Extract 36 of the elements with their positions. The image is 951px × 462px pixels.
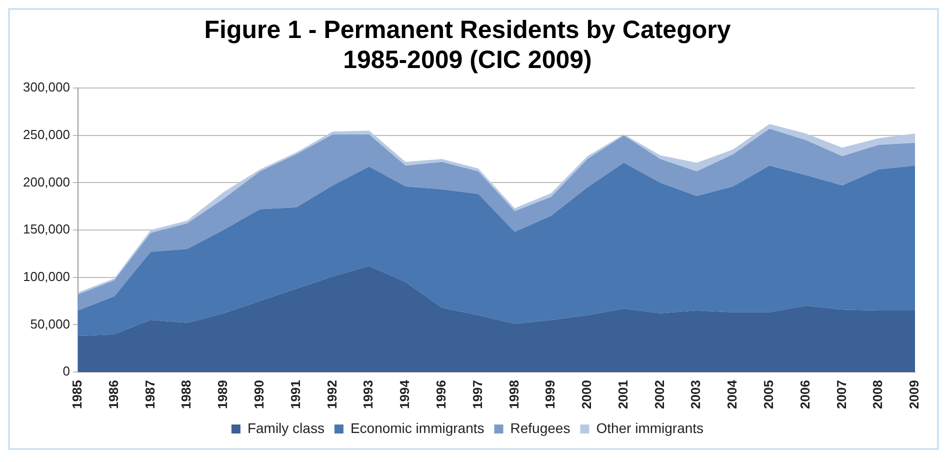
x-tick-label: 2002 [652,380,667,409]
x-tick-label: 1986 [106,380,121,409]
x-tick-label: 2000 [579,380,594,409]
chart-title: Figure 1 - Permanent Residents by Category 1985-2009 (CIC 2009) [204,16,731,74]
x-tick-label: 1985 [70,380,85,409]
x-tick-label: 1999 [542,380,558,409]
x-tick-label: 2008 [870,380,886,409]
x-tick-label: 2006 [797,380,812,409]
y-tick-label: 250,000 [22,126,70,142]
x-tick-label: 2001 [615,380,630,409]
legend-label: Other immigrants [596,420,704,436]
legend-label: Family class [247,420,324,436]
legend-label: Economic immigrants [350,420,484,436]
y-tick-label: 300,000 [22,80,70,95]
x-tick-label: 1990 [252,380,267,409]
x-tick-label: 1992 [324,380,340,409]
y-tick-label: 150,000 [22,222,70,237]
y-tick-label: 200,000 [22,174,70,190]
x-tick-label: 1993 [360,380,376,409]
y-tick-label: 100,000 [22,268,70,284]
x-tick-label: 1998 [506,380,522,409]
legend-label: Refugees [510,420,570,436]
x-tick-label: 1991 [288,380,303,409]
x-tick-label: 1996 [433,380,448,409]
x-tick-label: 1987 [142,380,158,409]
x-tick-label: 2003 [688,380,704,409]
x-tick-label: 1988 [178,380,194,409]
x-tick-label: 1994 [397,379,412,409]
y-tick-label: 50,000 [30,316,70,332]
x-tick-label: 2009 [906,380,922,409]
x-tick-label: 1997 [470,380,485,409]
x-tick-label: 2004 [724,379,740,409]
x-tick-label: 1989 [215,380,230,409]
x-tick-label: 2005 [761,380,776,409]
x-tick-label: 2007 [834,380,849,409]
y-tick-label: 0 [62,364,70,379]
